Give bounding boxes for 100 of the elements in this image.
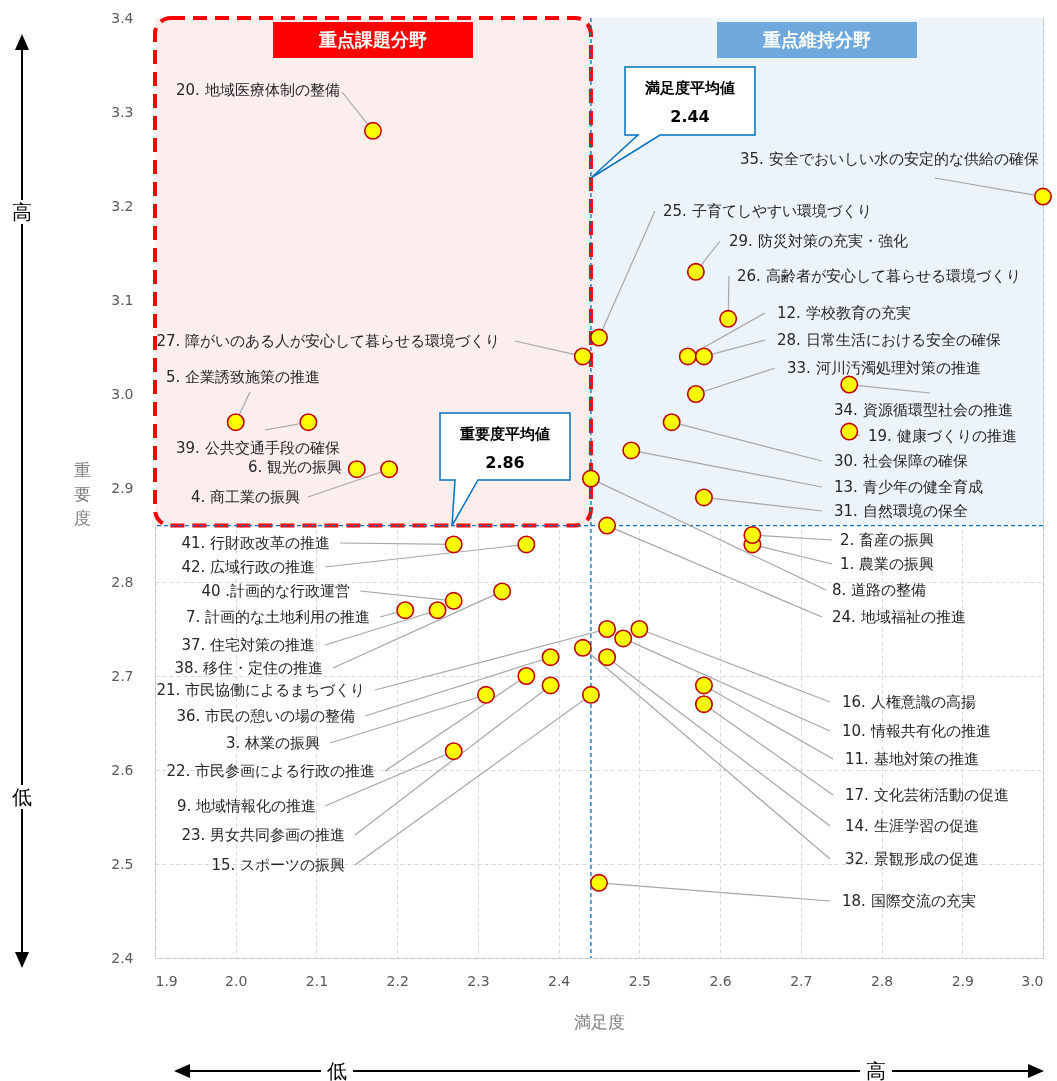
point (686, 262, 705, 281)
annotation: 9. 地域情報化の推進 (176, 797, 316, 815)
point (694, 347, 713, 366)
point (517, 535, 536, 554)
annotation: 28. 日常生活における安全の確保 (777, 331, 1001, 349)
annotation: 12. 学校教育の充実 (777, 304, 911, 322)
text: 高 (860, 1059, 892, 1081)
annotation: 22. 市民参画による行政の推進 (166, 762, 375, 780)
y-tick-label: 3.0 (111, 385, 134, 402)
y-tick-label: 2.5 (111, 855, 134, 872)
annotation: 17. 文化芸術活動の促進 (845, 786, 1009, 804)
point (226, 413, 245, 432)
point (694, 676, 713, 695)
point (428, 601, 447, 620)
annotation: 40 .計画的な行政運営 (201, 582, 350, 600)
x-tick-label: 2.6 (709, 972, 732, 989)
point (598, 516, 617, 535)
point (678, 347, 697, 366)
annotation: 4. 商工業の振興 (190, 488, 300, 506)
x-tick-label: 2.0 (225, 972, 248, 989)
annotation: 2.86 (485, 452, 525, 472)
point (694, 695, 713, 714)
x-tick-label: 2.5 (628, 972, 651, 989)
y-tick-label: 2.9 (111, 479, 134, 496)
point (347, 460, 366, 479)
text: 低 (321, 1059, 353, 1081)
x-tick-label: 2.2 (386, 972, 409, 989)
x-tick-label: 1.9 (155, 972, 178, 989)
annotation: 31. 自然環境の保全 (834, 502, 968, 520)
point (589, 328, 609, 347)
annotation: 37. 住宅対策の推進 (181, 636, 315, 654)
x-tick-label: 2.1 (305, 972, 329, 989)
annotation: 10. 情報共有化の推進 (842, 722, 991, 740)
annotation: 25. 子育てしやすい環境づくり (663, 202, 872, 220)
point (517, 667, 536, 685)
annotation: 20. 地域医療体制の整備 (176, 81, 340, 99)
point (694, 488, 713, 507)
point (444, 591, 463, 610)
annotation: 26. 高齢者が安心して暮らせる環境づくり (737, 267, 1021, 285)
annotation: 14. 生涯学習の促進 (845, 817, 979, 835)
annotation: 満足度平均値 (645, 78, 735, 98)
point (581, 685, 600, 704)
annotation: 8. 道路の整備 (832, 581, 927, 599)
annotation: 重要度平均値 (460, 424, 550, 444)
point (589, 873, 609, 892)
annotation: 11. 基地対策の推進 (845, 750, 979, 768)
y-tick-label: 2.4 (111, 949, 134, 966)
point (380, 460, 399, 479)
annotation: 33. 河川汚濁処理対策の推進 (787, 359, 981, 377)
annotation: 23. 男女共同参画の推進 (181, 826, 345, 844)
y-tick-label: 3.3 (111, 103, 134, 120)
annotation: 2. 畜産の振興 (840, 531, 935, 549)
y-tick-label: 3.2 (111, 197, 134, 214)
annotation: 21. 市民協働によるまちづくり (156, 681, 365, 699)
point (444, 535, 463, 554)
x-tick-label: 2.7 (790, 972, 813, 989)
point (743, 526, 762, 544)
annotation: 36. 市民の憩いの場の整備 (176, 707, 355, 725)
annotation: 27. 障がいのある人が安心して暮らせる環境づくり (156, 332, 500, 350)
point (614, 629, 633, 648)
y-tick-label: 2.7 (111, 667, 134, 684)
point (541, 676, 560, 695)
annotation: 13. 青少年の健全育成 (834, 478, 983, 496)
annotation: 6. 観光の振興 (247, 458, 342, 476)
annotation: 2.44 (670, 106, 710, 126)
annotation: 35. 安全でおいしい水の安定的な供給の確保 (740, 150, 1039, 168)
annotation: 41. 行財政改革の推進 (181, 534, 330, 552)
annotation: 18. 国際交流の充実 (842, 892, 976, 910)
point (719, 309, 738, 328)
point (840, 375, 859, 394)
point (493, 582, 512, 601)
annotation: 19. 健康づくりの推進 (868, 427, 1017, 445)
text: 高 (6, 200, 38, 224)
y-tick-label: 3.1 (111, 291, 134, 308)
point (476, 685, 495, 704)
point (363, 121, 382, 140)
point (630, 620, 649, 638)
point (581, 469, 600, 488)
x-tick-label: 2.8 (870, 972, 894, 989)
point (686, 385, 705, 403)
point (598, 620, 617, 638)
annotation: 30. 社会保障の確保 (834, 452, 968, 470)
point (598, 648, 617, 667)
annotation: 39. 公共交通手段の確保 (176, 439, 340, 457)
y-tick-label: 2.6 (111, 761, 134, 778)
point (573, 638, 592, 657)
annotation: 15. スポーツの振興 (211, 856, 345, 874)
y-tick-label: 2.8 (111, 573, 134, 590)
x-tick-label: 2.4 (548, 972, 571, 989)
point (840, 422, 859, 441)
point (444, 742, 463, 761)
annotation: 7. 計画的な土地利用の推進 (185, 608, 370, 626)
x-tick-label: 2.3 (467, 972, 490, 989)
annotation: 16. 人権意識の高揚 (842, 693, 976, 711)
annotation: 32. 景観形成の促進 (845, 850, 979, 868)
annotation: 24. 地域福祉の推進 (832, 608, 966, 626)
y-axis-title: 重要度 (74, 459, 91, 528)
annotation: 38. 移住・定住の推進 (174, 659, 323, 677)
point (1033, 187, 1053, 206)
point (299, 413, 318, 432)
